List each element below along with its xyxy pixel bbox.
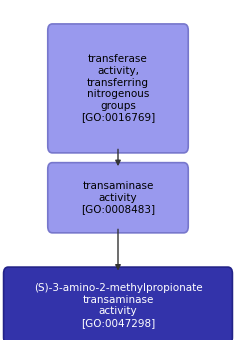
FancyBboxPatch shape xyxy=(48,24,188,153)
Text: transferase
activity,
transferring
nitrogenous
groups
[GO:0016769]: transferase activity, transferring nitro… xyxy=(81,54,155,122)
FancyBboxPatch shape xyxy=(48,163,188,233)
FancyBboxPatch shape xyxy=(4,267,232,340)
Text: transaminase
activity
[GO:0008483]: transaminase activity [GO:0008483] xyxy=(81,181,155,214)
Text: (S)-3-amino-2-methylpropionate
transaminase
activity
[GO:0047298]: (S)-3-amino-2-methylpropionate transamin… xyxy=(34,283,202,328)
